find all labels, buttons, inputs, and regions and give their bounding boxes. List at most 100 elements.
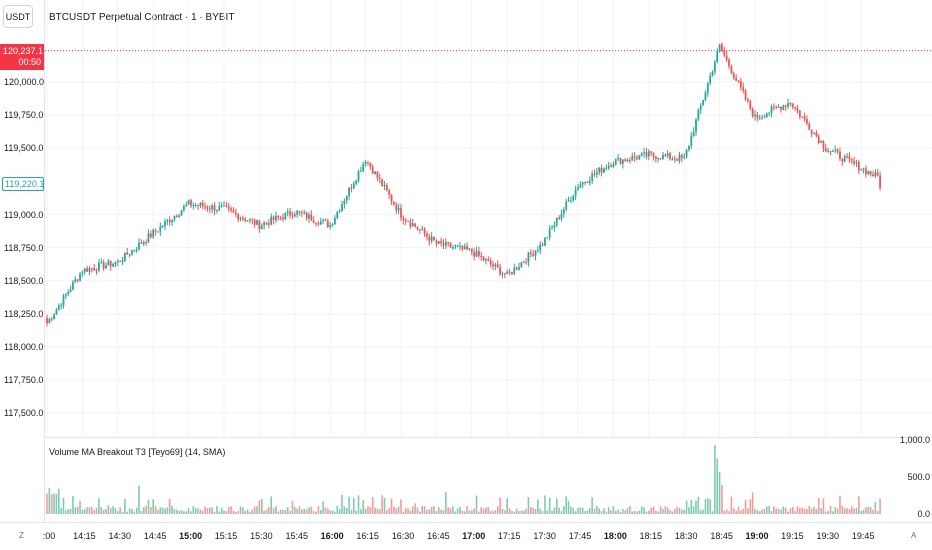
candle-body [678, 154, 681, 161]
volume-bar [348, 496, 350, 514]
volume-bar [546, 510, 549, 514]
candle-body [548, 228, 551, 238]
volume-bar [140, 511, 143, 514]
volume-bar [527, 497, 530, 514]
volume-bar [381, 495, 383, 514]
candle-body [706, 83, 709, 93]
volume-bar [817, 497, 820, 514]
volume-bar [88, 507, 91, 514]
candle-body [220, 205, 223, 207]
price-scale[interactable]: USDT 120,237.1 00:50 120,000.0 119,750.0 1… [0, 0, 45, 522]
candle-body [815, 132, 818, 137]
volume-bar [860, 510, 862, 514]
volume-bar [46, 493, 48, 514]
candle-body [872, 174, 874, 177]
volume-bar [454, 511, 457, 514]
candle-body [390, 194, 393, 202]
volume-bar [105, 509, 107, 514]
candle-body [312, 220, 315, 223]
volume-bar [869, 506, 872, 514]
candlestick-chart[interactable] [45, 0, 932, 522]
volume-bar [253, 506, 256, 514]
candle-body [345, 195, 348, 201]
candle-body [140, 242, 143, 244]
candle-body [175, 215, 178, 217]
candle-body [598, 167, 601, 173]
candle-body [629, 160, 631, 162]
candle-body [494, 264, 497, 267]
candle-body [152, 229, 155, 238]
candle-body [831, 150, 834, 152]
candle-body [501, 273, 504, 275]
candle-body [683, 156, 686, 158]
volume-bar [360, 509, 362, 514]
volume-bar [223, 510, 225, 514]
candle-body [303, 212, 306, 214]
volume-bar [879, 498, 881, 514]
time-axis[interactable]: Z :00 14:15 14:30 14:45 15:00 15:15 15:30 15:45… [0, 522, 932, 550]
candle-body [208, 208, 211, 210]
candle-body [123, 252, 126, 261]
candle-body [397, 207, 400, 211]
candle-body [86, 268, 89, 272]
volume-bar [496, 506, 499, 514]
pane-divider[interactable] [45, 437, 932, 438]
candle-body [489, 260, 492, 265]
candle-body [640, 153, 643, 156]
candle-body [796, 107, 799, 111]
volume-tick-label: 500.0 [907, 472, 930, 482]
candle-body [803, 116, 806, 120]
volume-bar [572, 507, 575, 514]
volume-bar [336, 506, 339, 514]
candle-body [466, 246, 468, 250]
volume-bar [213, 511, 216, 514]
volume-bar [659, 506, 662, 514]
unit-selector[interactable]: USDT [3, 5, 33, 28]
time-tick-label: 19:45 [851, 531, 875, 541]
volume-bar [600, 511, 603, 514]
volume-bar [249, 511, 251, 514]
volume-bar [291, 500, 294, 514]
candle-body [88, 268, 91, 272]
candle-body [508, 271, 511, 273]
candle-body [452, 247, 454, 249]
candle-body [735, 77, 738, 81]
volume-bar [157, 509, 159, 514]
volume-bar [468, 510, 471, 514]
candle-body [374, 171, 376, 174]
candle-body [690, 135, 693, 146]
candle-body [308, 214, 310, 219]
candle-body [513, 267, 516, 274]
volume-bar [102, 509, 105, 514]
volume-bar [53, 493, 55, 514]
candle-body [553, 225, 556, 228]
auto-scale-icon[interactable]: A [911, 531, 917, 540]
volume-bar [72, 496, 74, 514]
candle-body [291, 215, 294, 217]
volume-bar [419, 511, 421, 514]
candle-body [267, 222, 270, 225]
candle-body [751, 108, 754, 117]
candle-body [190, 200, 192, 206]
volume-bar [199, 509, 202, 514]
candle-body [595, 172, 598, 175]
candle-body [593, 173, 596, 175]
candle-body [79, 273, 81, 281]
candle-body [725, 55, 728, 60]
candle-body [855, 162, 858, 164]
candle-body [50, 319, 53, 321]
candle-body [90, 268, 93, 270]
time-tick-label: 16:15 [356, 531, 379, 541]
candle-body [440, 240, 443, 244]
candle-body [798, 110, 801, 117]
price-tick-label: 118,250.0 [4, 308, 44, 319]
candle-body [95, 270, 98, 272]
candle-body [275, 215, 277, 221]
candle-body [728, 59, 730, 67]
volume-bar [378, 509, 381, 514]
volume-bar [227, 507, 230, 514]
volume-bar [862, 509, 865, 514]
zoom-corner-icon[interactable]: Z [19, 531, 24, 540]
volume-bar [256, 506, 258, 514]
volume-bar [791, 506, 794, 514]
